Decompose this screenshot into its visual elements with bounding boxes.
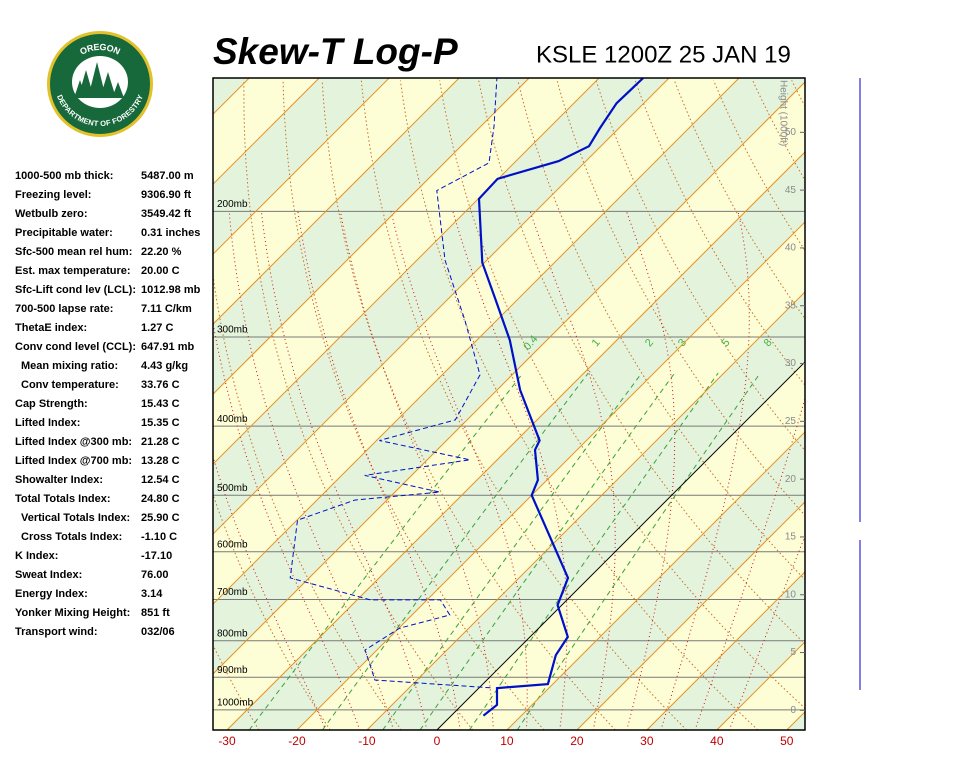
index-value: 851 ft bbox=[141, 607, 170, 619]
index-label: ThetaE index: bbox=[15, 322, 87, 334]
x-tick-label: 30 bbox=[640, 734, 654, 748]
dry-adiabat bbox=[909, 80, 960, 730]
pressure-label: 600mb bbox=[217, 539, 248, 550]
pressure-label: 1000mb bbox=[217, 698, 254, 709]
index-label: Wetbulb zero: bbox=[15, 208, 88, 220]
index-label: Conv temperature: bbox=[21, 379, 119, 391]
x-tick-label: 50 bbox=[780, 734, 794, 748]
index-label: Total Totals Index: bbox=[15, 493, 111, 505]
index-value: 25.90 C bbox=[141, 512, 180, 524]
pressure-label: 200mb bbox=[217, 199, 248, 210]
dry-adiabat bbox=[792, 80, 960, 730]
chart-title: Skew-T Log-P bbox=[213, 31, 458, 72]
index-label: Lifted Index @300 mb: bbox=[15, 436, 132, 448]
logo: OREGON DEPARTMENT OF FORESTRY bbox=[47, 31, 153, 137]
index-label: Conv cond level (CCL): bbox=[15, 341, 136, 353]
chart-subtitle: KSLE 1200Z 25 JAN 19 bbox=[536, 41, 791, 68]
pressure-label: 300mb bbox=[217, 325, 248, 336]
index-label: Mean mixing ratio: bbox=[21, 360, 118, 372]
index-label: Cap Strength: bbox=[15, 398, 88, 410]
height-tick-label: 35 bbox=[785, 300, 797, 311]
index-value: -17.10 bbox=[141, 550, 172, 562]
height-tick-label: 0 bbox=[790, 705, 796, 716]
index-label: Yonker Mixing Height: bbox=[15, 607, 130, 619]
index-label: Sfc-Lift cond lev (LCL): bbox=[15, 284, 136, 296]
index-value: 24.80 C bbox=[141, 493, 180, 505]
index-value: 76.00 bbox=[141, 569, 169, 581]
index-value: 7.11 C/km bbox=[141, 303, 192, 315]
index-value: 4.43 g/kg bbox=[141, 360, 188, 372]
index-value: 0.31 inches bbox=[141, 227, 200, 239]
height-tick-label: 5 bbox=[790, 647, 796, 658]
index-value: 15.35 C bbox=[141, 417, 180, 429]
index-value: 12.54 C bbox=[141, 474, 180, 486]
pressure-label: 500mb bbox=[217, 483, 248, 494]
index-value: 15.43 C bbox=[141, 398, 180, 410]
index-value: 1.27 C bbox=[141, 322, 173, 334]
dry-adiabat bbox=[870, 80, 960, 730]
index-label: Est. max temperature: bbox=[15, 265, 131, 277]
index-label: 1000-500 mb thick: bbox=[15, 170, 113, 182]
x-tick-label: 40 bbox=[710, 734, 724, 748]
height-tick-label: 30 bbox=[785, 358, 797, 369]
index-label: Lifted Index @700 mb: bbox=[15, 455, 132, 467]
height-tick-label: 10 bbox=[785, 589, 797, 600]
index-value: 33.76 C bbox=[141, 379, 180, 391]
index-label: 700-500 lapse rate: bbox=[15, 303, 113, 315]
index-value: 13.28 C bbox=[141, 455, 180, 467]
band bbox=[787, 78, 960, 730]
index-label: Lifted Index: bbox=[15, 417, 80, 429]
x-tick-label: -20 bbox=[288, 734, 306, 748]
isotherm bbox=[857, 78, 960, 730]
index-value: 5487.00 m bbox=[141, 170, 194, 182]
index-value: 3549.42 ft bbox=[141, 208, 191, 220]
height-tick-label: 25 bbox=[785, 416, 797, 427]
pressure-label: 700mb bbox=[217, 587, 248, 598]
index-label: Sweat Index: bbox=[15, 569, 82, 581]
pressure-label: 400mb bbox=[217, 414, 248, 425]
index-label: Precipitable water: bbox=[15, 227, 113, 239]
x-tick-label: 10 bbox=[500, 734, 514, 748]
index-value: 21.28 C bbox=[141, 436, 180, 448]
index-label: Freezing level: bbox=[15, 189, 91, 201]
index-label: Showalter Index: bbox=[15, 474, 103, 486]
x-tick-label: -10 bbox=[358, 734, 376, 748]
x-tick-label: 0 bbox=[434, 734, 441, 748]
x-tick-label: -30 bbox=[218, 734, 236, 748]
index-value: -1.10 C bbox=[141, 531, 177, 543]
height-tick-label: 20 bbox=[785, 474, 797, 485]
index-value: 1012.98 mb bbox=[141, 284, 201, 296]
height-axis-label: Height (1000ft) bbox=[777, 80, 788, 146]
height-tick-label: 45 bbox=[785, 185, 797, 196]
indices-table: 1000-500 mb thick: 5487.00 m Freezing leve… bbox=[15, 170, 201, 638]
index-value: 647.91 mb bbox=[141, 341, 194, 353]
pressure-label: 800mb bbox=[217, 628, 248, 639]
index-value: 22.20 % bbox=[141, 246, 182, 258]
height-tick-label: 15 bbox=[785, 532, 797, 543]
dry-adiabat bbox=[831, 80, 960, 730]
index-value: 032/06 bbox=[141, 626, 175, 638]
index-value: 20.00 C bbox=[141, 265, 180, 277]
index-label: Sfc-500 mean rel hum: bbox=[15, 246, 132, 258]
index-value: 3.14 bbox=[141, 588, 163, 600]
index-label: Energy Index: bbox=[15, 588, 88, 600]
isotherm bbox=[787, 78, 960, 730]
index-label: Vertical Totals Index: bbox=[21, 512, 130, 524]
pressure-label: 900mb bbox=[217, 665, 248, 676]
index-label: Cross Totals Index: bbox=[21, 531, 122, 543]
x-tick-label: 20 bbox=[570, 734, 584, 748]
index-label: K Index: bbox=[15, 550, 58, 562]
index-label: Transport wind: bbox=[15, 626, 98, 638]
height-tick-label: 40 bbox=[785, 243, 797, 254]
index-value: 9306.90 ft bbox=[141, 189, 191, 201]
